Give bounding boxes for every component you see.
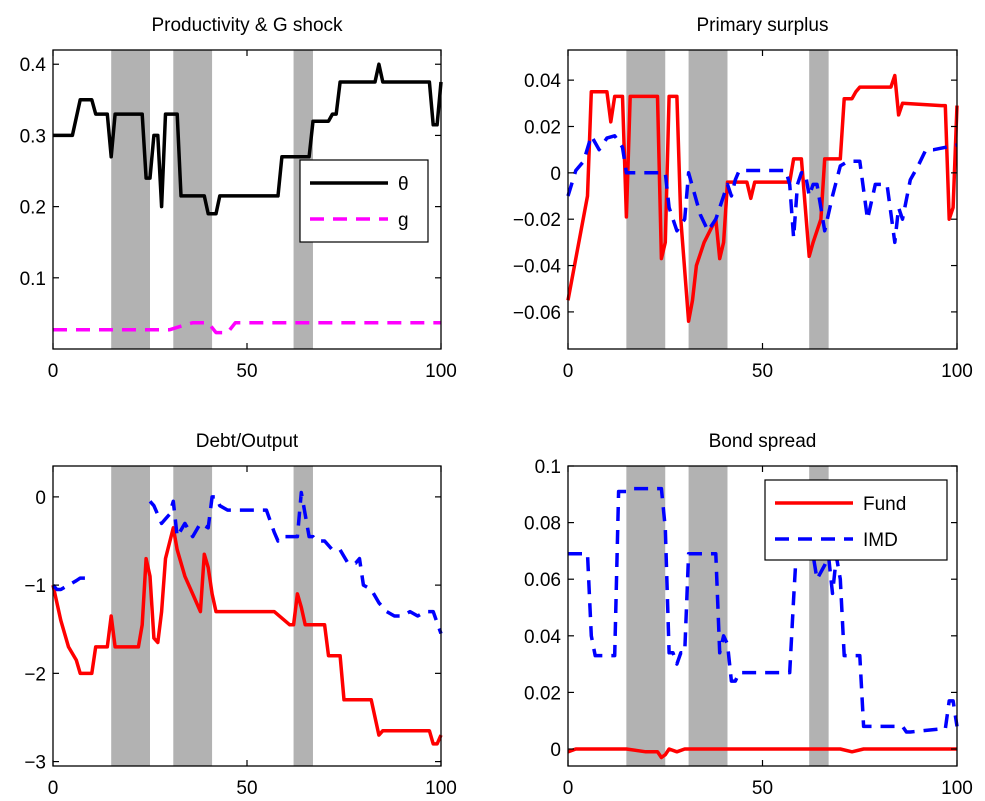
series-line-0 <box>51 526 443 746</box>
y-tick-label: 0.1 <box>20 269 46 290</box>
series-line-1 <box>566 134 958 245</box>
shaded-band <box>173 466 213 766</box>
x-tick-label: 50 <box>236 778 257 799</box>
y-tick-label: 0.04 <box>524 71 561 92</box>
x-tick-label: 50 <box>752 778 773 799</box>
series-line-1 <box>51 576 92 592</box>
x-tick-label: 0 <box>48 361 59 382</box>
chart-panel-debt-output: 0 50 100 −3 −2 −1 0 Debt/Output <box>24 431 457 799</box>
chart-panel-bond-spread: 0 50 100 0 0.02 0.04 0.06 0.08 0.1 Bond spread Fun… <box>524 431 973 799</box>
x-tick-label: 100 <box>425 361 457 382</box>
series-line-1 <box>568 486 959 734</box>
legend-label: IMD <box>863 530 898 551</box>
shaded-band <box>626 466 666 766</box>
y-tick-label: −3 <box>24 753 46 774</box>
chart-panel-productivity: 0 50 100 0.1 0.2 0.3 0.4 Productivity & G shock… <box>20 15 457 382</box>
legend-box <box>299 159 429 243</box>
x-tick-label: 100 <box>425 778 457 799</box>
series-line-2 <box>148 490 443 635</box>
y-tick-label: −0.06 <box>513 303 561 324</box>
x-tick-label: 100 <box>941 361 973 382</box>
y-tick-label: −0.02 <box>513 210 561 231</box>
chart-title: Productivity & G shock <box>151 15 343 36</box>
shaded-band <box>688 466 728 766</box>
series-line-0 <box>53 62 443 216</box>
y-tick-label: −1 <box>24 576 46 597</box>
x-tick-label: 50 <box>236 361 257 382</box>
legend-label: θ <box>398 174 409 195</box>
x-tick-label: 0 <box>48 778 59 799</box>
y-tick-label: 0.06 <box>524 570 561 591</box>
series-line-1 <box>53 320 441 335</box>
y-tick-label: 0.08 <box>524 514 561 535</box>
y-tick-label: 0 <box>35 488 46 509</box>
y-tick-label: 0 <box>550 164 561 185</box>
series-line-0 <box>567 747 957 760</box>
x-tick-label: 0 <box>563 361 574 382</box>
series-line-0 <box>566 73 959 323</box>
x-tick-label: 50 <box>752 361 773 382</box>
y-tick-label: 0.4 <box>20 55 47 76</box>
legend-box <box>764 479 948 561</box>
y-tick-label: 0.04 <box>524 627 561 648</box>
legend-label: Fund <box>863 494 906 515</box>
chart-title: Bond spread <box>709 431 817 452</box>
y-tick-label: 0.02 <box>524 117 561 138</box>
y-tick-label: 0.02 <box>524 683 561 704</box>
y-tick-label: 0.3 <box>20 126 46 147</box>
y-tick-label: 0 <box>550 740 561 761</box>
x-tick-label: 100 <box>941 778 973 799</box>
shaded-band <box>111 50 150 349</box>
y-tick-label: 0.2 <box>20 198 46 219</box>
x-tick-label: 0 <box>563 778 574 799</box>
chart-panel-primary-surplus: 0 50 100 −0.06 −0.04 −0.02 0 0.02 0.04 Primary su… <box>513 15 973 382</box>
legend-label: g <box>398 210 409 231</box>
chart-title: Debt/Output <box>196 431 299 452</box>
y-tick-label: 0.1 <box>535 457 561 478</box>
chart-title: Primary surplus <box>697 15 829 36</box>
y-tick-label: −2 <box>24 664 46 685</box>
y-tick-label: −0.04 <box>513 257 562 278</box>
